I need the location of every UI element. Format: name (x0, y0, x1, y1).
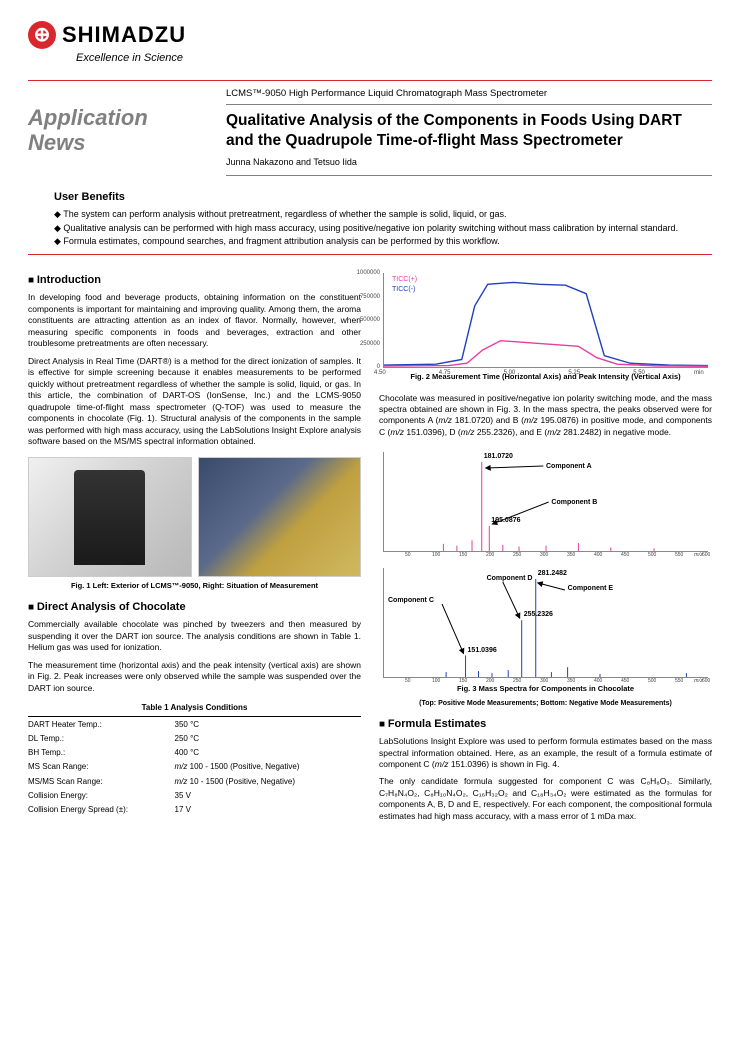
figure-3-subcaption: (Top: Positive Mode Measurements; Bottom… (379, 699, 712, 709)
table-row: DART Heater Temp.:350 °C (28, 717, 361, 732)
formula-paragraph-2: The only candidate formula suggested for… (379, 776, 712, 822)
two-column-layout: Introduction In developing food and beve… (28, 267, 712, 828)
product-line: LCMS™-9050 High Performance Liquid Chrom… (226, 87, 712, 100)
chocolate-paragraph-3: Chocolate was measured in positive/negat… (379, 393, 712, 439)
figure-2-chart: TICC(+) TICC(-) 100000075000050000025000… (383, 273, 708, 368)
table-1: DART Heater Temp.:350 °CDL Temp.:250 °CB… (28, 716, 361, 816)
table-row: Collision Energy Spread (±):17 V (28, 803, 361, 817)
intro-paragraph-1: In developing food and beverage products… (28, 292, 361, 349)
benefit-item: The system can perform analysis without … (54, 208, 706, 221)
figure-3-top-spectrum: 181.0720195.0876501001502002503003504004… (383, 452, 708, 552)
figure-1-caption: Fig. 1 Left: Exterior of LCMS™-9050, Rig… (28, 581, 361, 592)
application-news-label: Application News (28, 83, 208, 182)
brand-tagline: Excellence in Science (76, 51, 712, 66)
legend-positive: TICC(+) (392, 276, 417, 283)
figure-1-left-photo (28, 457, 192, 577)
formula-paragraph-1: LabSolutions Insight Explore was used to… (379, 736, 712, 770)
title-rule-bottom (226, 175, 712, 176)
table-row: MS/MS Scan Range:m/z 10 - 1500 (Positive… (28, 774, 361, 788)
logo-icon: ⊕ (28, 21, 56, 49)
document-title: Qualitative Analysis of the Components i… (226, 111, 712, 150)
table-row: MS Scan Range:m/z 100 - 1500 (Positive, … (28, 760, 361, 774)
chocolate-paragraph-1: Commercially available chocolate was pin… (28, 619, 361, 653)
header-rule (28, 80, 712, 81)
table-row: DL Temp.:250 °C (28, 732, 361, 746)
figure-3-bottom-spectrum: 151.0396255.2326281.24825010015020025030… (383, 568, 708, 678)
intro-heading: Introduction (28, 273, 361, 288)
brand-logo-row: ⊕ SHIMADZU (28, 20, 712, 51)
figure-3-caption: Fig. 3 Mass Spectra for Components in Ch… (379, 684, 712, 695)
benefit-item: Qualitative analysis can be performed wi… (54, 222, 706, 235)
right-column: TICC(+) TICC(-) 100000075000050000025000… (379, 267, 712, 828)
legend-negative: TICC(-) (392, 286, 415, 293)
left-column: Introduction In developing food and beve… (28, 267, 361, 828)
chocolate-heading: Direct Analysis of Chocolate (28, 600, 361, 615)
table-row: Collision Energy:35 V (28, 788, 361, 802)
user-benefits-block: User Benefits The system can perform ana… (28, 190, 712, 255)
table-1-title: Table 1 Analysis Conditions (28, 702, 361, 713)
benefit-item: Formula estimates, compound searches, an… (54, 235, 706, 248)
benefits-list: The system can perform analysis without … (28, 208, 712, 248)
chocolate-paragraph-2: The measurement time (horizontal axis) a… (28, 660, 361, 694)
benefits-rule (28, 254, 712, 255)
table-row: BH Temp.:400 °C (28, 746, 361, 760)
authors: Junna Nakazono and Tetsuo Iida (226, 156, 712, 169)
title-rule (226, 104, 712, 105)
intro-paragraph-2: Direct Analysis in Real Time (DART®) is … (28, 356, 361, 448)
figure-1-right-photo (198, 457, 362, 577)
brand-name: SHIMADZU (62, 20, 186, 51)
fig2-legend: TICC(+) TICC(-) (392, 275, 417, 295)
benefits-heading: User Benefits (54, 190, 712, 205)
title-block: Application News LCMS™-9050 High Perform… (28, 83, 712, 182)
figure-1 (28, 457, 361, 577)
formula-heading: Formula Estimates (379, 717, 712, 732)
figure-2-caption: Fig. 2 Measurement Time (Horizontal Axis… (379, 372, 712, 383)
